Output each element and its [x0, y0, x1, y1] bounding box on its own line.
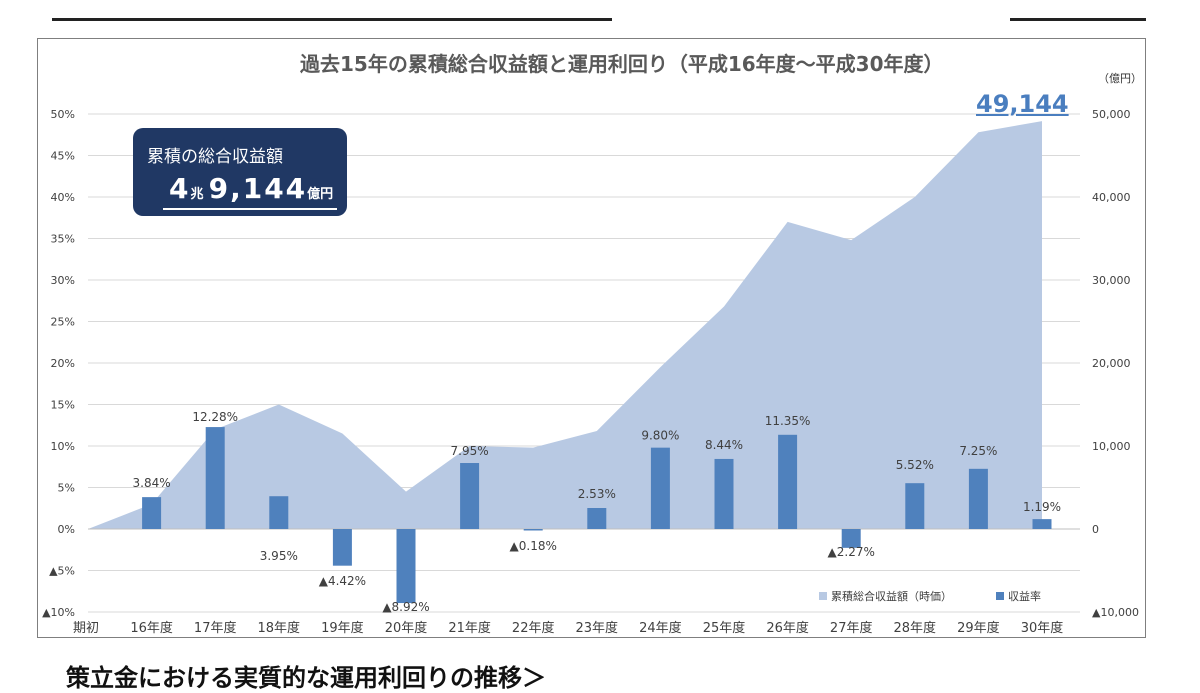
data-label: 7.95%: [451, 444, 489, 458]
category-label: 28年度: [894, 620, 937, 636]
data-label: 3.84%: [133, 476, 171, 490]
final-value-callout: 49,144: [976, 90, 1069, 118]
legend-label-bar: 収益率: [1008, 589, 1041, 603]
left-axis-tick: 45%: [51, 150, 75, 163]
category-label: 25年度: [703, 620, 746, 636]
data-label: 3.95%: [260, 549, 298, 563]
data-label: ▲2.27%: [828, 545, 875, 559]
area-cumulative-return: [88, 121, 1042, 529]
category-label: 30年度: [1021, 620, 1064, 636]
left-axis-tick: 20%: [51, 357, 75, 370]
summary-underline: [163, 208, 337, 210]
left-axis-tick: ▲5%: [49, 565, 75, 578]
legend-swatch-area: [819, 592, 827, 600]
footer-caption: 策立金における実質的な運用利回りの推移＞: [66, 664, 546, 692]
right-axis-tick: ▲10,000: [1092, 606, 1139, 619]
category-label: 期初: [73, 621, 99, 636]
category-label: 22年度: [512, 620, 555, 636]
summary-value-rest: 9,144: [208, 172, 308, 205]
data-label: 11.35%: [765, 414, 811, 428]
right-axis-tick: 50,000: [1092, 108, 1131, 121]
summary-label: 累積の総合収益額: [147, 147, 283, 167]
data-label: ▲8.92%: [382, 600, 429, 614]
data-label: 8.44%: [705, 438, 743, 452]
data-label: 2.53%: [578, 487, 616, 501]
bar-return-rate: [332, 529, 352, 566]
left-axis-tick: 25%: [51, 316, 75, 329]
category-label: 17年度: [194, 620, 237, 636]
data-label: 12.28%: [192, 410, 238, 424]
bar-return-rate: [714, 458, 734, 529]
top-decor-line-right: [1010, 18, 1146, 21]
top-decor-line-left: [52, 18, 612, 21]
bar-return-rate: [587, 508, 607, 529]
category-label: 21年度: [448, 620, 491, 636]
left-axis-tick: ▲10%: [42, 606, 75, 619]
right-axis-tick: 0: [1092, 523, 1099, 536]
chart-title: 過去15年の累積総合収益額と運用利回り（平成16年度～平成30年度）: [300, 52, 944, 76]
bar-return-rate: [841, 529, 861, 548]
left-axis-tick: 15%: [51, 399, 75, 412]
data-label: 7.25%: [959, 444, 997, 458]
legend-swatch-bar: [996, 592, 1004, 600]
bar-return-rate: [650, 447, 670, 529]
category-label: 19年度: [321, 620, 364, 636]
right-axis-tick: 20,000: [1092, 357, 1131, 370]
bar-return-rate: [460, 463, 480, 529]
legend-label-area: 累積総合収益額（時価）: [831, 589, 952, 603]
bar-return-rate: [968, 468, 988, 529]
bar-return-rate: [1032, 519, 1052, 529]
summary-value-unit: 億円: [307, 187, 334, 202]
category-label: 26年度: [766, 620, 809, 636]
right-axis-tick: 40,000: [1092, 191, 1131, 204]
bar-return-rate: [778, 434, 798, 529]
left-axis-tick: 5%: [58, 482, 75, 495]
category-label: 20年度: [385, 620, 428, 636]
bar-return-rate: [142, 497, 162, 529]
left-axis-tick: 50%: [51, 108, 75, 121]
cumulative-summary-box: 累積の総合収益額 4兆 9,144億円: [133, 128, 347, 216]
category-label: 29年度: [957, 620, 1000, 636]
right-axis-unit: （億円）: [1098, 72, 1142, 85]
data-label: ▲4.42%: [319, 574, 366, 588]
data-label: 5.52%: [896, 458, 934, 472]
left-axis-tick: 30%: [51, 274, 75, 287]
category-label: 24年度: [639, 620, 682, 636]
bar-return-rate: [905, 483, 925, 529]
bar-return-rate: [523, 529, 543, 531]
summary-value-trillion-unit: 兆: [190, 187, 204, 202]
data-label: ▲0.18%: [510, 539, 557, 553]
left-axis-tick: 35%: [51, 233, 75, 246]
left-axis-tick: 10%: [51, 440, 75, 453]
data-label: 1.19%: [1023, 500, 1061, 514]
category-label: 18年度: [258, 620, 301, 636]
left-axis-tick: 0%: [58, 523, 75, 536]
data-label: 9.80%: [641, 429, 679, 443]
right-axis-tick: 10,000: [1092, 440, 1131, 453]
left-axis-tick: 40%: [51, 191, 75, 204]
category-label: 23年度: [576, 620, 619, 636]
category-label: 27年度: [830, 620, 873, 636]
summary-value-trillion: 4: [169, 172, 191, 205]
summary-value: 4兆 9,144億円: [169, 172, 333, 205]
category-label: 16年度: [130, 620, 173, 636]
bar-return-rate: [396, 529, 416, 604]
bar-return-rate: [205, 427, 225, 529]
right-axis-tick: 30,000: [1092, 274, 1131, 287]
bar-return-rate: [269, 496, 289, 529]
